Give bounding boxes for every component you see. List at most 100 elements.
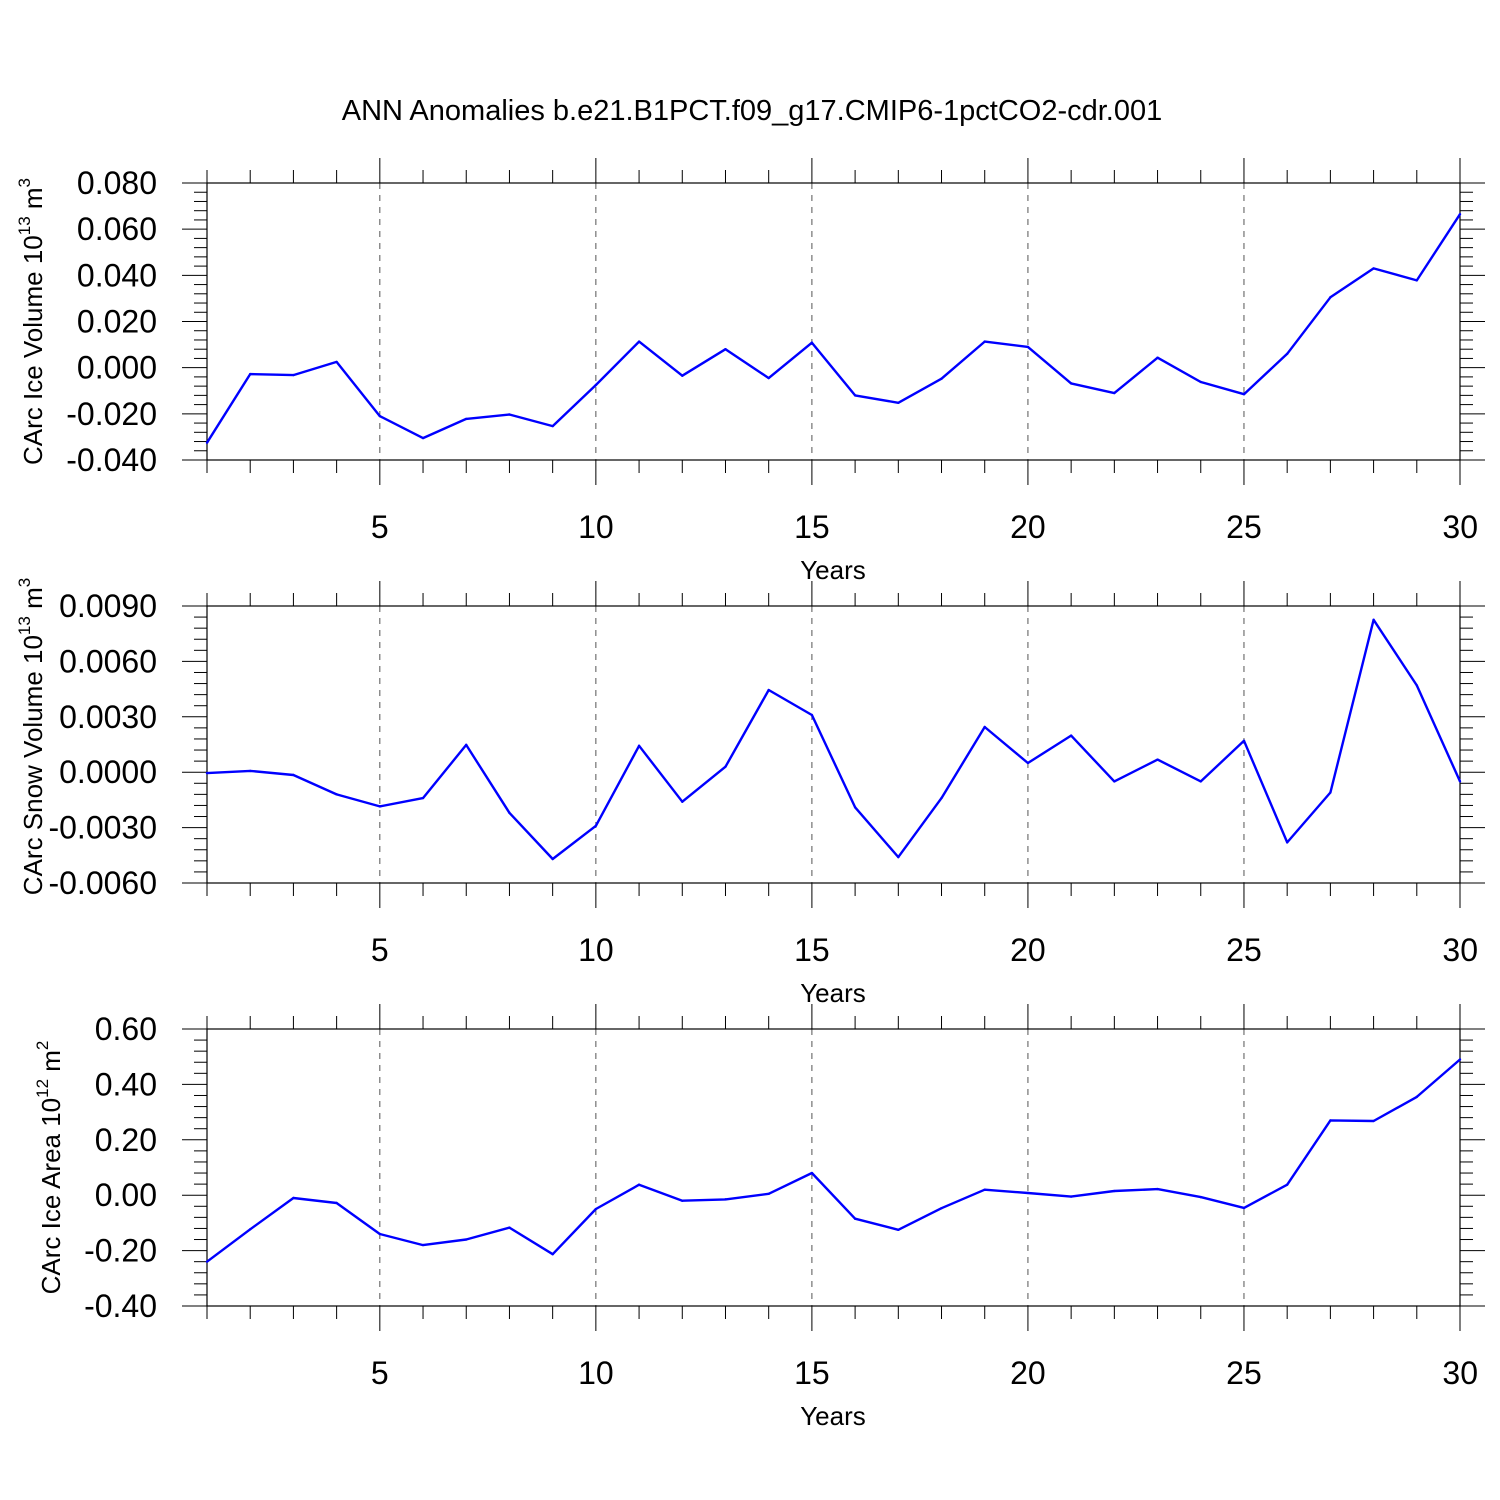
data-point xyxy=(1458,212,1462,216)
data-point xyxy=(897,1228,900,1232)
data-point xyxy=(637,744,641,747)
data-point xyxy=(897,401,900,404)
data-point xyxy=(1026,761,1030,765)
x-axis-label: Years xyxy=(800,978,866,1008)
panel-3: -0.40 -0.20 0.00 0.20 0.40 0.60 5 10 15 20 25 30 Yea… xyxy=(33,1004,1485,1431)
x-tick-label: 10 xyxy=(578,509,614,545)
data-point xyxy=(1415,279,1418,282)
data-point xyxy=(465,1238,468,1241)
x-tick-label: 25 xyxy=(1226,1355,1262,1391)
data-point xyxy=(594,383,598,387)
plot-frame xyxy=(206,182,1461,461)
x-tick-label: 5 xyxy=(371,932,389,968)
y-tick-label: 0.0030 xyxy=(59,699,157,735)
plot-frame xyxy=(206,605,1461,884)
data-point xyxy=(637,340,641,343)
data-point xyxy=(637,1183,641,1186)
data-point xyxy=(681,1199,684,1202)
data-point xyxy=(378,1232,382,1236)
x-tick-label: 20 xyxy=(1010,932,1046,968)
data-point xyxy=(983,1188,986,1191)
y-tick-label: 0.020 xyxy=(77,304,157,340)
data-point xyxy=(1372,1119,1375,1123)
y-tick-label: -0.040 xyxy=(66,442,157,478)
data-point xyxy=(681,374,684,377)
data-point xyxy=(1458,1058,1462,1061)
series-line xyxy=(205,213,1462,444)
x-tick-label: 10 xyxy=(578,932,614,968)
y-axis-label: CArc Ice Area 1012 m2 xyxy=(33,1041,66,1295)
data-point xyxy=(249,372,252,376)
y-tick-label: -0.20 xyxy=(84,1233,157,1269)
data-point xyxy=(1285,352,1289,356)
data-point xyxy=(1199,1195,1202,1199)
data-point xyxy=(551,1253,554,1256)
data-point xyxy=(594,824,598,827)
data-point xyxy=(681,800,684,803)
y-tick-label: 0.40 xyxy=(95,1066,157,1102)
x-tick-label: 20 xyxy=(1010,1355,1046,1391)
y-tick-label: 0.0090 xyxy=(59,588,157,624)
data-point xyxy=(1415,684,1418,687)
y-tick-label: 0.0000 xyxy=(59,754,157,790)
data-point xyxy=(292,1196,295,1200)
plot-frame xyxy=(206,1028,1461,1307)
data-point xyxy=(1156,758,1159,761)
x-axis-label: Years xyxy=(800,555,866,585)
data-point xyxy=(940,796,943,800)
y-axis-label: CArc Snow Volume 1013 m3 xyxy=(15,578,48,895)
data-point xyxy=(1069,382,1073,385)
data-point xyxy=(249,769,252,773)
data-point xyxy=(421,796,425,800)
data-point xyxy=(378,805,382,808)
data-point xyxy=(465,417,468,421)
series-line xyxy=(206,618,1462,861)
data-point xyxy=(508,1226,511,1229)
data-point xyxy=(810,713,814,717)
y-tick-label: -0.0060 xyxy=(48,865,157,901)
y-tick-label: 0.00 xyxy=(95,1177,157,1213)
data-point xyxy=(1372,267,1375,270)
data-point xyxy=(1285,841,1289,844)
data-point xyxy=(853,1217,857,1220)
data-point xyxy=(1329,791,1332,794)
data-point xyxy=(1069,1195,1073,1198)
data-point xyxy=(1242,1206,1246,1210)
data-point xyxy=(1242,739,1246,743)
data-point xyxy=(421,436,425,440)
x-tick-label: 30 xyxy=(1442,1355,1478,1391)
y-tick-label: 0.060 xyxy=(77,211,157,247)
data-point xyxy=(1113,391,1116,395)
y-tick-label: -0.0030 xyxy=(48,810,157,846)
data-point xyxy=(1026,345,1030,349)
x-tick-label: 15 xyxy=(794,1355,830,1391)
data-point xyxy=(465,743,468,747)
data-point xyxy=(335,793,338,796)
y-tick-label: 0.080 xyxy=(77,165,157,201)
data-point xyxy=(853,806,857,809)
data-point xyxy=(1329,296,1332,299)
x-tick-label: 30 xyxy=(1442,932,1478,968)
data-point xyxy=(421,1243,425,1247)
y-tick-label: -0.020 xyxy=(66,396,157,432)
data-point xyxy=(1156,356,1159,359)
data-point xyxy=(335,360,338,364)
data-point xyxy=(205,1260,209,1263)
x-tick-label: 25 xyxy=(1226,932,1262,968)
data-point xyxy=(508,413,511,416)
y-tick-label: 0.040 xyxy=(77,257,157,293)
data-point xyxy=(853,394,857,397)
x-axis-label: Years xyxy=(800,1401,866,1431)
y-axis-label: CArc Ice Volume 1013 m3 xyxy=(15,178,48,465)
y-tick-label: 0.60 xyxy=(95,1011,157,1047)
x-tick-label: 5 xyxy=(371,509,389,545)
panel-2: -0.0060 -0.0030 0.0000 0.0030 0.0060 0.0090 5 1… xyxy=(15,578,1485,1008)
data-point xyxy=(1113,1189,1116,1193)
x-tick-label: 20 xyxy=(1010,509,1046,545)
data-point xyxy=(1458,780,1462,783)
data-point xyxy=(249,1228,252,1231)
data-point xyxy=(767,1192,770,1196)
data-point xyxy=(1329,1119,1332,1122)
data-point xyxy=(551,424,554,428)
x-tick-label: 15 xyxy=(794,932,830,968)
